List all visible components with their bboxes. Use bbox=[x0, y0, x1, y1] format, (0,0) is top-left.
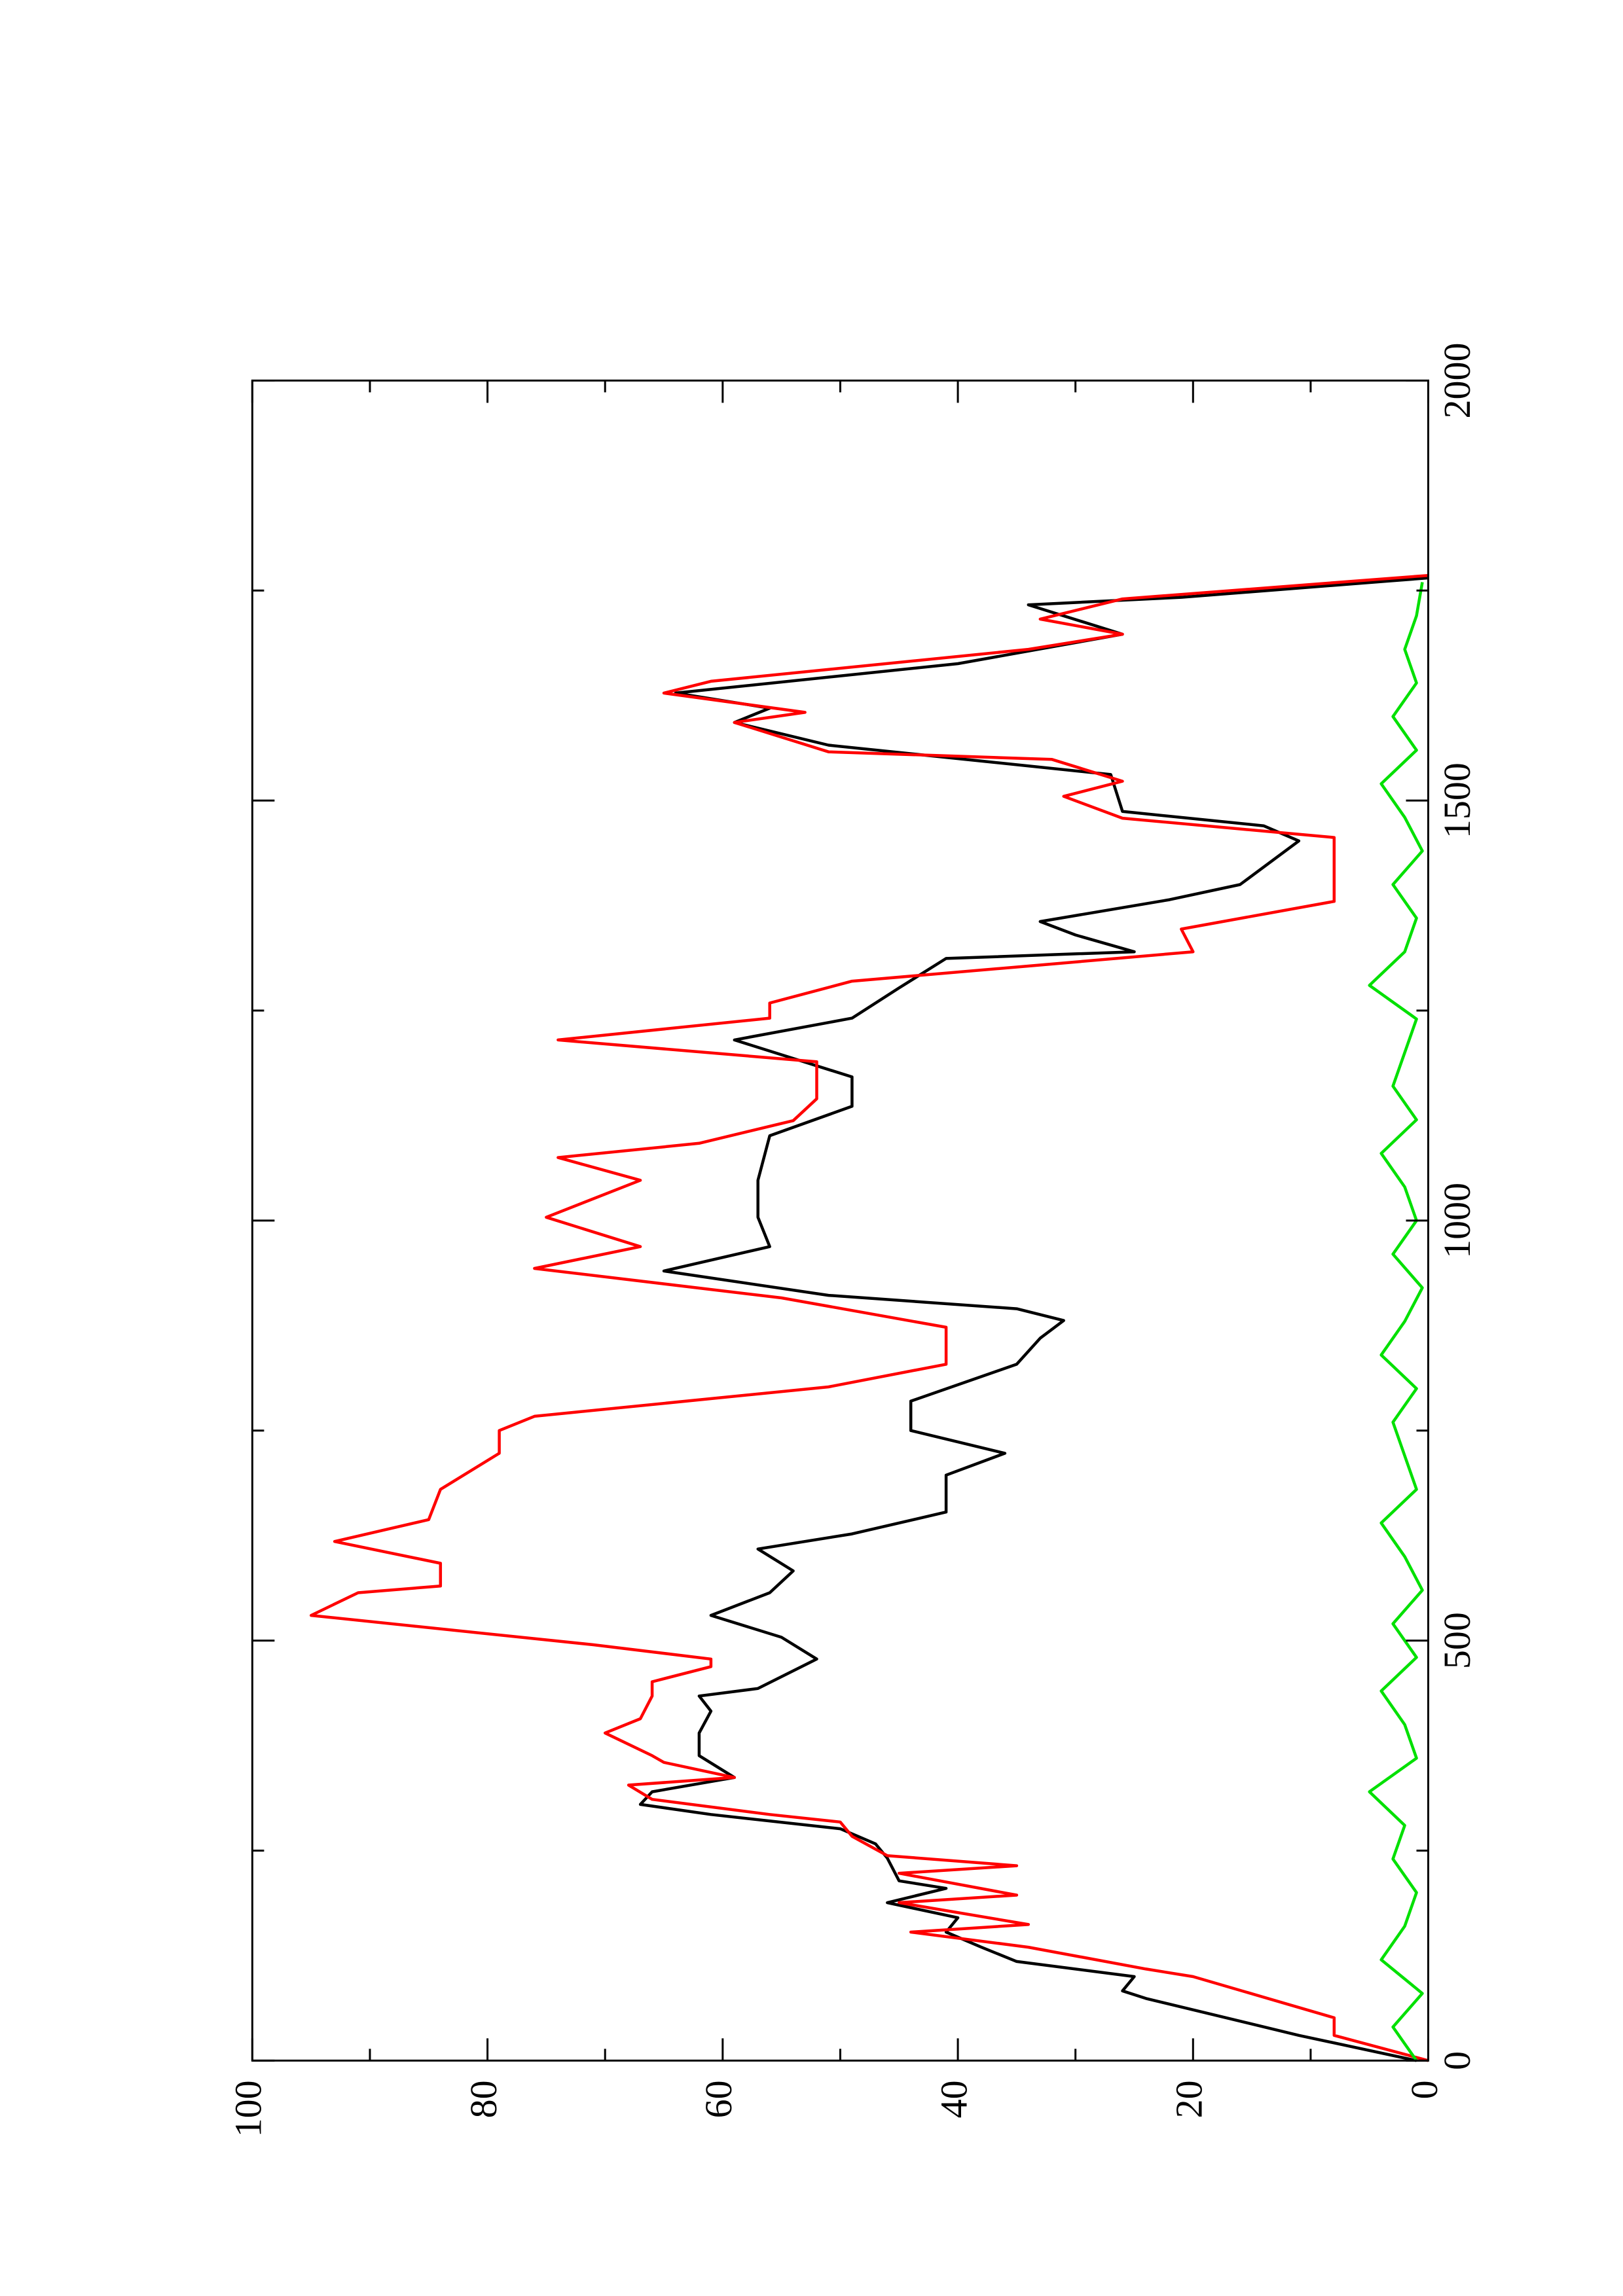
data-line bbox=[1368, 582, 1424, 2062]
y-tick-label: 60 bbox=[697, 2080, 740, 2118]
data-line bbox=[309, 573, 1429, 2062]
y-tick-label: 100 bbox=[227, 2080, 270, 2137]
x-tick-label: 1000 bbox=[1436, 1183, 1478, 1259]
y-tick-label: 40 bbox=[932, 2080, 975, 2118]
x-tick-label: 0 bbox=[1436, 2051, 1478, 2070]
y-tick-label: 80 bbox=[462, 2080, 505, 2118]
y-tick-label: 20 bbox=[1168, 2080, 1211, 2118]
x-tick-label: 500 bbox=[1436, 1612, 1478, 1669]
y-tick-label: 0 bbox=[1403, 2080, 1446, 2099]
data-line bbox=[638, 576, 1429, 2062]
plot-frame bbox=[251, 379, 1430, 2062]
x-tick-label: 2000 bbox=[1436, 342, 1478, 418]
x-tick-label: 1500 bbox=[1436, 762, 1478, 838]
